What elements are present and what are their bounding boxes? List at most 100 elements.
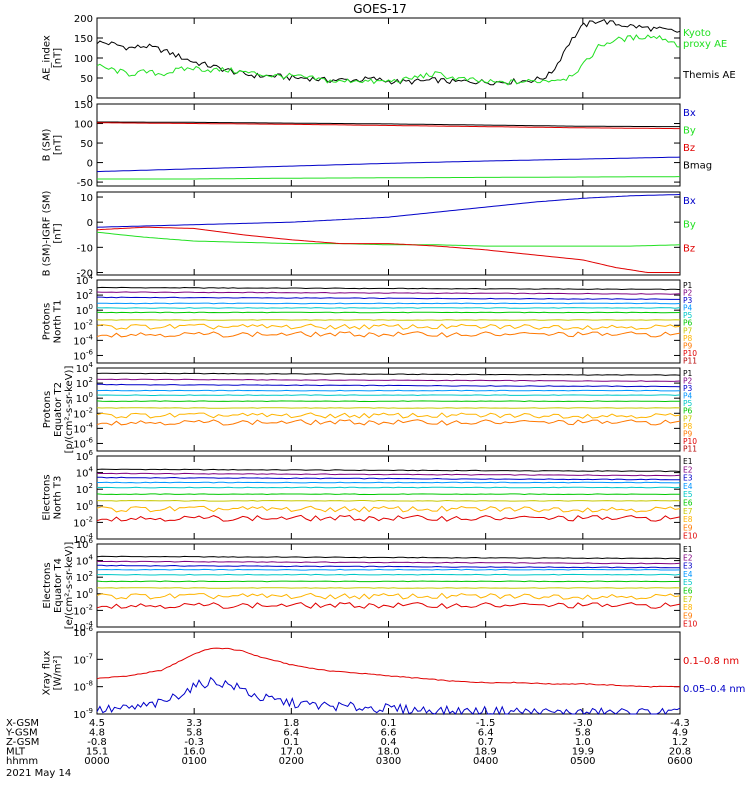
panel-frame (96, 17, 681, 99)
series-line (96, 580, 681, 583)
table-cell: -3.0 (573, 718, 593, 729)
y-tick-label: 10-8 (73, 680, 93, 694)
table-cell: 1.8 (283, 718, 299, 729)
y-tick-label: 100 (74, 54, 93, 65)
legend-label: E4 (683, 482, 693, 491)
y-tick-label: 50 (80, 74, 93, 85)
table-cell: 0.4 (381, 737, 397, 748)
y-tick-label: 100 (76, 587, 93, 601)
series-line (96, 400, 681, 403)
series-line (96, 568, 681, 571)
series-line (96, 389, 681, 392)
table-cell: 18.0 (377, 747, 399, 758)
y-tick-label: 0 (87, 159, 93, 170)
panel-frame (96, 103, 681, 187)
y-axis-label: Equator T2 (53, 382, 64, 437)
y-tick-label: 10-2 (73, 515, 93, 529)
legend-label: E3 (683, 474, 693, 483)
series-line (96, 323, 681, 330)
y-tick-label: 10-4 (73, 333, 93, 347)
y-tick-label: 200 (74, 14, 93, 25)
table-row-label: MLT (6, 747, 26, 758)
y-tick-label: 0 (87, 218, 93, 229)
y-tick-label: 10-2 (73, 406, 93, 420)
legend-label: E7 (683, 595, 693, 604)
legend-label: P4 (683, 304, 693, 313)
series-line (96, 319, 681, 321)
series-line (96, 307, 681, 309)
legend-label: 0.1–0.8 nm (683, 656, 739, 667)
y-axis-label: Xray flux (42, 651, 53, 696)
table-cell: 0300 (376, 756, 401, 767)
legend-label: By (683, 126, 696, 137)
y-axis-label: Protons (42, 303, 53, 340)
legend-label: P3 (683, 296, 693, 305)
table-cell: 15.1 (86, 747, 108, 758)
y-tick-label: 10-4 (73, 421, 93, 435)
series-line (96, 676, 681, 716)
legend-label: P5 (683, 311, 693, 320)
y-tick-label: 100 (76, 499, 93, 513)
legend-label: By (683, 220, 696, 231)
table-cell: 0200 (279, 756, 304, 767)
table-cell: 5.8 (575, 728, 591, 739)
table-cell: 0400 (473, 756, 498, 767)
series-line (97, 176, 680, 180)
series-line (97, 573, 681, 576)
series-line (97, 476, 680, 481)
series-line (96, 514, 681, 522)
series-line (97, 383, 681, 388)
y-axis-label: [nT] (53, 223, 64, 243)
series-line (97, 296, 680, 300)
legend-label: P8 (683, 422, 693, 431)
table-cell: 4.9 (672, 728, 688, 739)
legend-label: Bz (683, 143, 695, 154)
table-cell: 0600 (667, 756, 692, 767)
series-line (96, 493, 681, 496)
legend-label: E2 (683, 553, 693, 562)
y-axis-label: [e/(cm²-s-sr-keV)] (64, 542, 75, 630)
series-line (97, 302, 681, 305)
table-cell: -0.8 (87, 737, 107, 748)
legend-label: E6 (683, 499, 693, 508)
y-axis-label: [nT] (53, 135, 64, 155)
legend-label: E2 (683, 465, 693, 474)
legend-label: E4 (683, 570, 693, 579)
table-row-label: hhmm (6, 756, 38, 767)
series-line (96, 486, 681, 489)
legend-label: P10 (683, 437, 697, 446)
legend-label: E7 (683, 507, 693, 516)
legend-label: E5 (683, 490, 693, 499)
legend-label: P6 (683, 319, 693, 328)
table-cell: 0000 (84, 756, 109, 767)
legend-label: P2 (683, 377, 693, 386)
y-axis-label: Protons (42, 391, 53, 428)
y-tick-label: 10-9 (73, 707, 93, 721)
legend-label: Kyoto (683, 28, 711, 39)
y-tick-label: 100 (74, 120, 93, 131)
table-cell: 6.4 (478, 728, 494, 739)
y-tick-label: 10-6 (73, 625, 93, 639)
table-cell: 17.0 (280, 747, 302, 758)
table-cell: 0100 (181, 756, 206, 767)
y-tick-label: 106 (76, 449, 94, 463)
series-line (96, 560, 681, 565)
table-cell: 1.2 (672, 737, 688, 748)
series-line (96, 231, 681, 247)
legend-label: P11 (683, 356, 697, 365)
legend-label: E6 (683, 587, 693, 596)
y-tick-label: 50 (80, 139, 93, 150)
y-tick-label: 10-6 (73, 436, 93, 450)
series-line (96, 499, 681, 502)
y-tick-label: 10-4 (73, 532, 93, 546)
legend-label: Bmag (683, 161, 712, 172)
table-row-label: Y-GSM (5, 728, 38, 739)
legend-label: P7 (683, 326, 693, 335)
y-axis-label: Electrons (42, 474, 53, 520)
y-axis-label: [nT] (53, 48, 64, 68)
legend-label: E1 (683, 457, 693, 466)
legend-label: P11 (683, 444, 697, 453)
legend-label: P5 (683, 399, 693, 408)
y-tick-label: 102 (76, 288, 93, 302)
